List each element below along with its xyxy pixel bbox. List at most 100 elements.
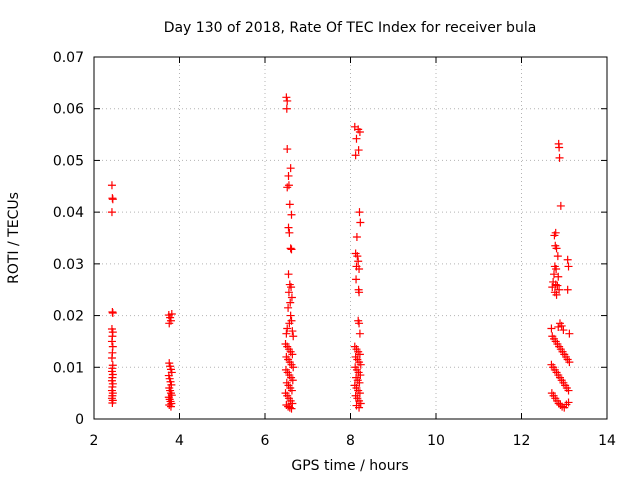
data-point	[355, 329, 364, 338]
data-point	[283, 145, 292, 154]
data-point	[565, 358, 574, 367]
data-point	[352, 275, 361, 284]
data-point	[550, 231, 559, 240]
data-point	[352, 232, 361, 241]
x-tick-label: 8	[346, 433, 355, 449]
data-point	[108, 195, 117, 204]
y-tick-label: 0.01	[53, 360, 84, 376]
y-tick-label: 0.03	[53, 257, 84, 273]
data-point	[107, 181, 116, 190]
data-point	[165, 319, 174, 328]
x-tick-label: 12	[513, 433, 531, 449]
data-point	[563, 255, 572, 264]
data-point	[287, 245, 296, 254]
data-point	[165, 401, 174, 410]
data-point	[288, 350, 297, 359]
data-point	[283, 96, 292, 105]
data-point	[107, 353, 116, 362]
data-point	[284, 288, 293, 297]
data-point	[564, 262, 573, 271]
data-point	[284, 303, 293, 312]
data-point	[108, 398, 117, 407]
data-point	[286, 244, 295, 253]
data-point	[557, 321, 566, 330]
data-points	[107, 93, 574, 413]
data-point	[107, 337, 116, 346]
data-point	[352, 134, 361, 143]
data-point	[355, 403, 364, 412]
data-point	[284, 171, 293, 180]
data-point	[356, 371, 365, 380]
data-point	[355, 288, 364, 297]
data-point	[286, 311, 295, 320]
data-point	[283, 183, 292, 192]
data-point	[547, 324, 556, 333]
data-point	[355, 265, 364, 274]
data-point	[285, 228, 294, 237]
data-point	[563, 285, 572, 294]
data-point	[553, 281, 562, 290]
data-point	[287, 210, 296, 219]
data-point	[353, 252, 362, 261]
y-tick-label: 0.02	[53, 309, 84, 325]
data-point	[355, 127, 364, 136]
data-point	[354, 257, 363, 266]
data-point	[287, 293, 296, 302]
data-point	[356, 218, 365, 227]
data-point	[287, 404, 296, 413]
data-point	[355, 208, 364, 217]
data-point	[286, 164, 295, 173]
data-point	[555, 285, 564, 294]
data-point	[282, 329, 291, 338]
data-point	[356, 399, 365, 408]
plot-frame	[93, 56, 608, 420]
data-point	[556, 201, 565, 210]
data-point	[288, 327, 297, 336]
y-axis-ticks: 0 0.01 0.02 0.03 0.04 0.05 0.06 0.07	[53, 50, 607, 428]
data-point	[355, 350, 364, 359]
data-point	[289, 363, 298, 372]
data-point	[285, 319, 294, 328]
data-point	[284, 270, 293, 279]
chart-title: Day 130 of 2018, Rate Of TEC Index for r…	[164, 20, 537, 36]
data-point	[107, 208, 116, 217]
y-tick-label: 0.04	[53, 205, 84, 221]
data-point	[356, 360, 365, 369]
data-point	[554, 272, 563, 281]
x-tick-label: 2	[90, 433, 99, 449]
data-point	[283, 324, 292, 333]
y-tick-label: 0.06	[53, 102, 84, 118]
x-tick-label: 10	[427, 433, 445, 449]
data-point	[564, 398, 573, 407]
grid-lines	[94, 57, 607, 419]
data-point	[553, 252, 562, 261]
data-point	[355, 389, 364, 398]
y-tick-label: 0	[75, 412, 84, 428]
data-point	[564, 386, 573, 395]
y-axis-label: ROTI / TECUs	[6, 192, 22, 284]
data-point	[285, 200, 294, 209]
data-point	[354, 146, 363, 155]
data-point	[287, 386, 296, 395]
x-tick-label: 6	[261, 433, 270, 449]
data-point	[554, 322, 563, 331]
data-point	[355, 378, 364, 387]
data-point	[548, 283, 557, 292]
data-point	[559, 326, 568, 335]
data-point	[552, 244, 561, 253]
data-point	[549, 270, 558, 279]
y-tick-label: 0.05	[53, 153, 84, 169]
data-point	[166, 402, 175, 411]
x-tick-label: 14	[598, 433, 616, 449]
y-tick-label: 0.07	[53, 50, 84, 66]
data-point	[552, 265, 561, 274]
data-point	[288, 399, 297, 408]
data-point	[284, 223, 293, 232]
data-point	[288, 376, 297, 385]
data-point	[355, 319, 364, 328]
data-point	[284, 181, 293, 190]
data-point	[555, 153, 564, 162]
data-point	[285, 403, 294, 412]
data-point	[287, 283, 296, 292]
